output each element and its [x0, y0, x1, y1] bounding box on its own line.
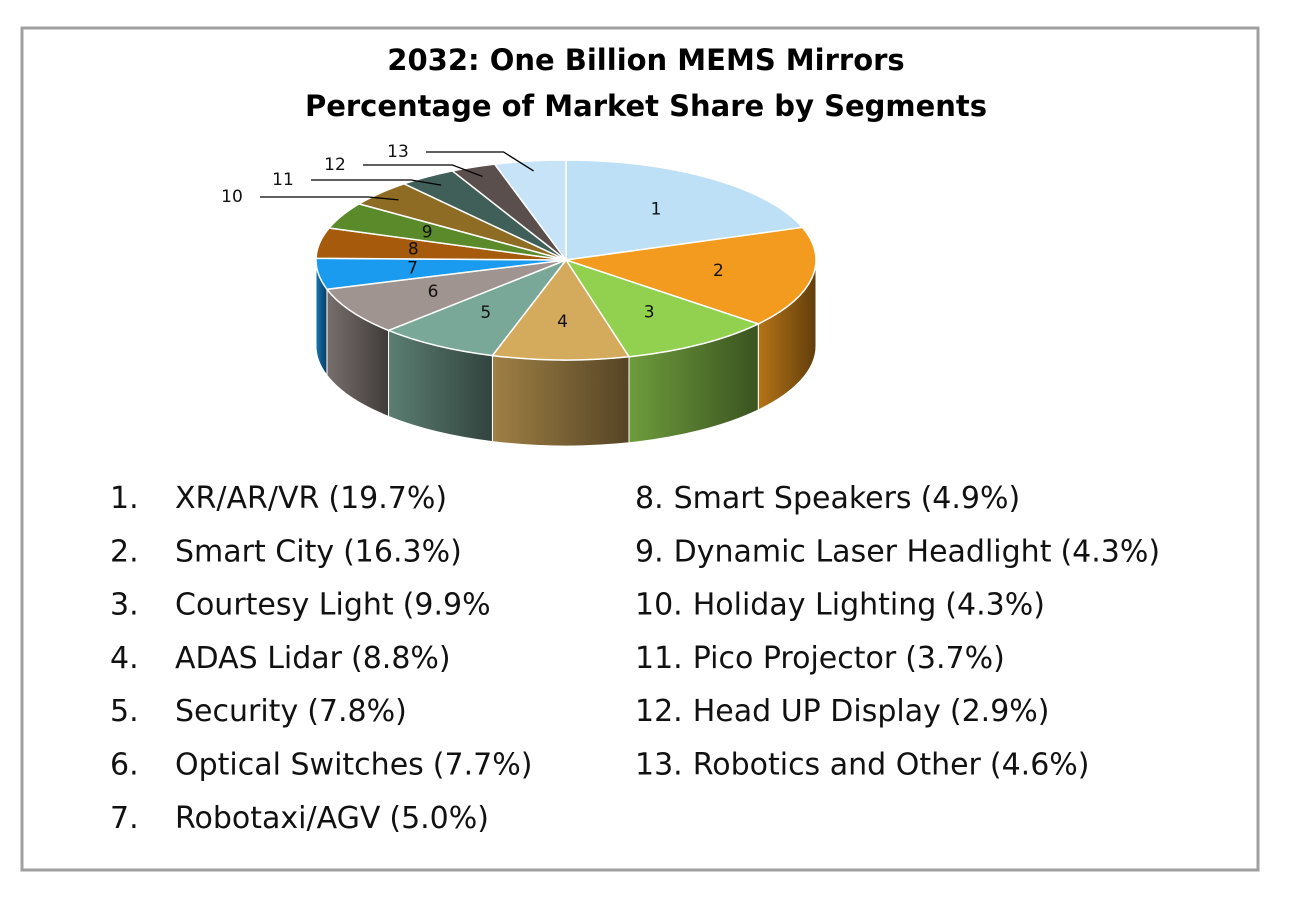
- slice: [386, 258, 569, 357]
- slice-label: 10: [221, 187, 243, 207]
- slice-label: 3: [644, 302, 655, 322]
- legend-number: 8.: [635, 481, 664, 516]
- leader-line: [363, 164, 483, 178]
- legend-label: Optical Switches: [175, 748, 424, 783]
- legend-value: (8.8%): [351, 641, 451, 676]
- slice-label: 13: [387, 142, 409, 162]
- slice-label: 8: [408, 239, 419, 259]
- legend-value: (7.8%): [307, 694, 407, 729]
- chart-title: 2032: One Billion MEMS Mirrors: [387, 43, 904, 77]
- legend-entry: 1. XR/AR/VR (19.7%): [110, 481, 447, 516]
- slice: [493, 159, 567, 263]
- slice-label: 9: [422, 222, 433, 242]
- legend-label: Courtesy Light: [175, 588, 394, 623]
- legend-label: XR/AR/VR: [175, 481, 319, 516]
- legend-entry: 3. Courtesy Light (9.9%: [110, 588, 491, 623]
- slice-label: 11: [272, 170, 294, 190]
- legend-number: 5.: [110, 694, 139, 729]
- legend-number: 12.: [635, 694, 683, 729]
- legend-number: 11.: [635, 641, 683, 676]
- legend-label: Security: [175, 694, 298, 729]
- legend-label: ADAS Lidar: [175, 641, 343, 676]
- legend-label: Dynamic Laser Headlight: [674, 534, 1052, 569]
- legend-number: 4.: [110, 641, 139, 676]
- legend-label: Robotics and Other: [693, 748, 982, 783]
- slice-side: [491, 355, 630, 447]
- legend-number: 3.: [110, 588, 139, 623]
- slice: [565, 226, 817, 325]
- legend-value: (19.7%): [328, 481, 447, 516]
- legend-value: (5.0%): [389, 801, 489, 836]
- legend-entry: 10. Holiday Lighting (4.3%): [635, 588, 1045, 623]
- legend-label: Smart City: [175, 534, 334, 569]
- frame: [20, 26, 1260, 872]
- legend-entry: 2. Smart City (16.3%): [110, 534, 462, 569]
- chart-subtitle: Percentage of Market Share by Segments: [305, 89, 987, 123]
- legend-entry: 11. Pico Projector (3.7%): [635, 641, 1005, 676]
- leader-line: [426, 151, 534, 172]
- legend-entry: 13. Robotics and Other (4.6%): [635, 748, 1090, 783]
- legend-label: Robotaxi/AGV: [175, 801, 381, 836]
- slice: [491, 258, 631, 361]
- legend-entry: 9. Dynamic Laser Headlight (4.3%): [635, 534, 1160, 569]
- legend: 1. XR/AR/VR (19.7%) 2. Smart City (16.3%) 3. Co…: [110, 481, 1160, 836]
- slice-label: 12: [324, 155, 346, 175]
- legend-number: 13.: [635, 748, 683, 783]
- leader-line: [260, 196, 399, 201]
- legend-value: (4.3%): [1060, 534, 1160, 569]
- legend-label: Pico Projector: [693, 641, 897, 676]
- legend-value: (16.3%): [343, 534, 462, 569]
- legend-entry: 7. Robotaxi/AGV (5.0%): [110, 801, 489, 836]
- legend-number: 10.: [635, 588, 683, 623]
- legend-value: (4.6%): [990, 748, 1090, 783]
- legend-label: Smart Speakers: [674, 481, 912, 516]
- legend-value: (4.3%): [945, 588, 1045, 623]
- slice-label: 2: [713, 261, 724, 281]
- legend-value: (2.9%): [950, 694, 1050, 729]
- legend-value: (4.9%): [921, 481, 1021, 516]
- legend-entry: 8. Smart Speakers (4.9%): [635, 481, 1020, 516]
- legend-entry: 6. Optical Switches (7.7%): [110, 748, 532, 783]
- slice: [325, 259, 567, 332]
- legend-label: Holiday Lighting: [693, 588, 937, 623]
- legend-number: 7.: [110, 801, 139, 836]
- legend-label: Head UP Display: [693, 694, 941, 729]
- slice-label: 1: [651, 200, 662, 220]
- leader-line: [311, 179, 442, 186]
- legend-number: 2.: [110, 534, 139, 569]
- legend-value: (3.7%): [905, 641, 1005, 676]
- legend-number: 6.: [110, 748, 139, 783]
- slice-label: 6: [428, 282, 439, 302]
- slice-label: 4: [557, 312, 568, 332]
- legend-entry: 4. ADAS Lidar (8.8%): [110, 641, 451, 676]
- legend-number: 1.: [110, 481, 139, 516]
- legend-value: (7.7%): [433, 748, 533, 783]
- legend-entry: 12. Head UP Display (2.9%): [635, 694, 1050, 729]
- legend-value: (9.9%: [403, 588, 491, 623]
- legend-entry: 5. Security (7.8%): [110, 694, 407, 729]
- slice-label: 7: [407, 259, 418, 279]
- slice-label: 5: [480, 303, 491, 323]
- legend-number: 9.: [635, 534, 664, 569]
